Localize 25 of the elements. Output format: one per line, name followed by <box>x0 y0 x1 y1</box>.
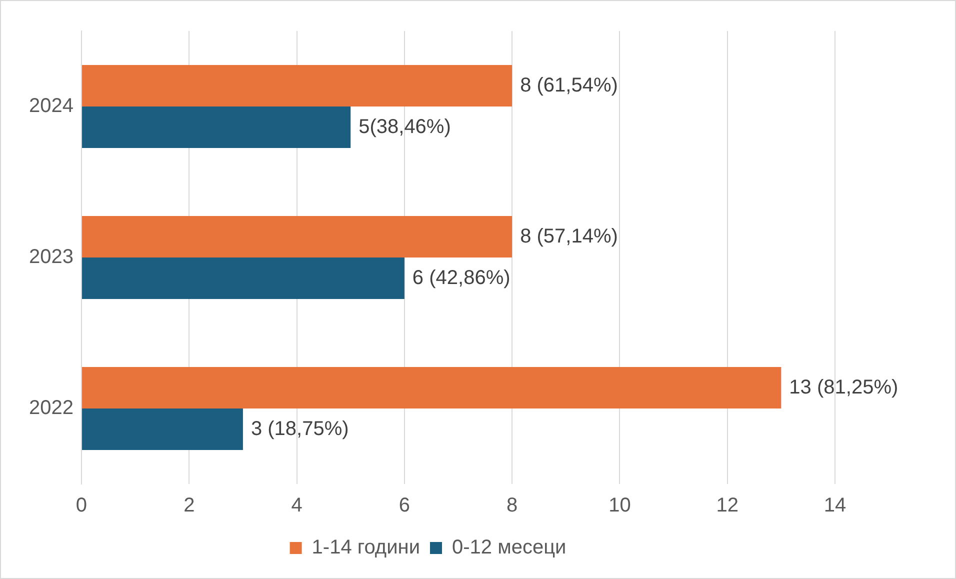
x-tick-label: 14 <box>824 494 846 517</box>
x-tick-label: 6 <box>398 494 410 517</box>
bar <box>82 106 351 148</box>
y-tick-label: 2022 <box>28 397 74 420</box>
bar <box>82 408 243 450</box>
x-tick-label: 8 <box>506 494 518 517</box>
bar <box>82 216 512 258</box>
data-label: 6 (42,86%) <box>412 266 510 289</box>
data-label: 13 (81,25%) <box>789 376 898 398</box>
bar <box>82 64 512 106</box>
x-tick-label: 4 <box>291 494 302 517</box>
y-tick-label: 2023 <box>28 246 74 268</box>
data-label: 5(38,46%) <box>358 116 451 138</box>
bar <box>82 258 404 300</box>
x-tick-label: 10 <box>608 494 631 517</box>
legend-label: 0-12 месеци <box>452 536 566 559</box>
legend-label: 1-14 години <box>312 536 420 559</box>
x-tick-label: 0 <box>76 494 88 517</box>
x-tick-label: 12 <box>716 494 738 517</box>
data-label: 8 (57,14%) <box>520 225 618 248</box>
bar <box>82 366 782 408</box>
data-label: 8 (61,54%) <box>520 74 618 96</box>
data-label: 3 (18,75%) <box>250 418 349 440</box>
x-tick-label: 2 <box>184 494 195 517</box>
y-tick-label: 2024 <box>28 95 74 118</box>
